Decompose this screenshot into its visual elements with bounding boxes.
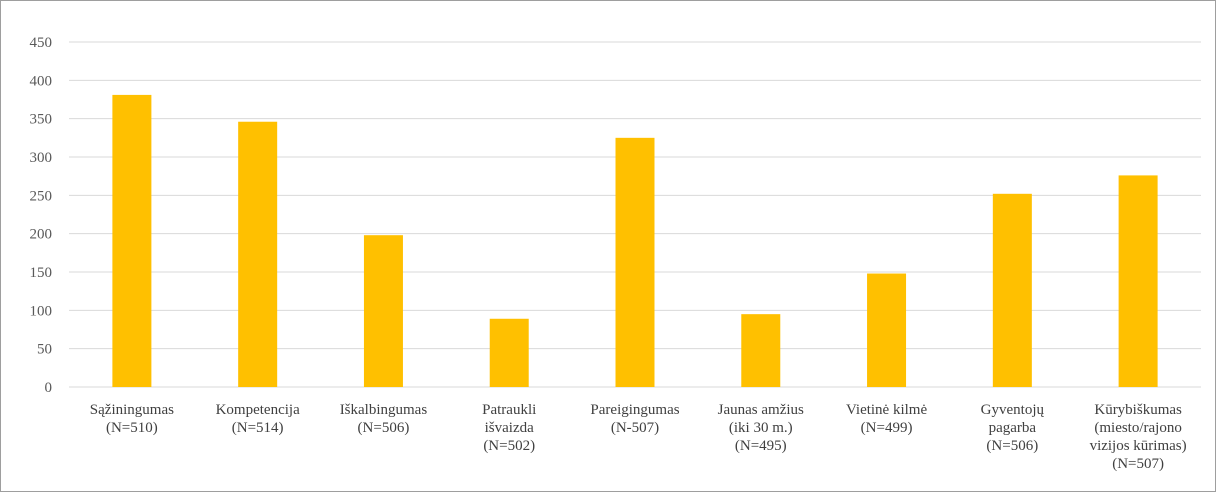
x-category-label-line: Pareigingumas — [590, 402, 679, 418]
x-category-label-line: (N=507) — [1112, 456, 1164, 472]
x-category-label-line: (N-507) — [611, 420, 659, 436]
x-category-label: Kūrybiškumas (miesto/rajono vizijos kūrima… — [1090, 402, 1187, 472]
x-category-label: Gyventojų pagarba (N=506) — [981, 402, 1045, 454]
y-tick-label: 400 — [30, 73, 53, 89]
x-category-label-line: pagarba — [989, 420, 1037, 436]
y-tick-label: 200 — [30, 227, 53, 243]
x-category-label-line: Jaunas amžius — [718, 402, 804, 418]
x-category-label-line: (N=506) — [358, 420, 410, 436]
x-category-label-line: Gyventojų — [981, 402, 1045, 418]
x-category-label: Pareigingumas (N-507) — [590, 402, 679, 436]
x-category-label-line: (iki 30 m.) — [729, 420, 793, 436]
bar — [1118, 175, 1158, 387]
y-tick-label: 100 — [30, 303, 53, 319]
x-category-label-line: (N=510) — [106, 420, 158, 436]
y-tick-label: 150 — [30, 265, 53, 281]
y-tick-label: 350 — [30, 112, 53, 128]
bar — [615, 137, 655, 387]
y-tick-label: 0 — [45, 380, 53, 396]
bar — [867, 273, 907, 387]
x-category-label-line: Iškalbingumas — [340, 402, 428, 418]
x-category-label: Patraukli išvaizda (N=502) — [482, 402, 536, 454]
x-category-label-line: (miesto/rajono — [1094, 420, 1181, 436]
x-category-label-line: vizijos kūrimas) — [1090, 438, 1187, 454]
bar — [363, 235, 403, 387]
y-tick-label: 450 — [30, 35, 53, 51]
x-category-label-line: (N=502) — [483, 438, 535, 454]
x-category-label-line: išvaizda — [485, 420, 534, 436]
x-category-label: Sąžiningumas (N=510) — [90, 402, 174, 436]
x-category-label-line: (N=506) — [986, 438, 1038, 454]
bar — [741, 314, 781, 387]
y-tick-label: 250 — [30, 188, 53, 204]
x-category-label-line: Patraukli — [482, 402, 536, 418]
x-category-label-line: (N=514) — [232, 420, 284, 436]
x-category-label-line: Kompetencija — [216, 402, 300, 418]
bar — [238, 121, 278, 387]
x-category-label: Vietinė kilmė (N=499) — [846, 402, 928, 436]
bar — [112, 94, 152, 388]
x-category-label-line: Sąžiningumas — [90, 402, 174, 418]
bar — [992, 193, 1032, 387]
x-category-label: Iškalbingumas (N=506) — [340, 402, 428, 436]
y-tick-label: 50 — [37, 342, 52, 358]
y-tick-label: 300 — [30, 150, 53, 166]
x-category-label-line: (N=495) — [735, 438, 787, 454]
x-category-label-line: Kūrybiškumas — [1094, 402, 1182, 418]
bar — [489, 318, 529, 387]
x-category-label-line: (N=499) — [861, 420, 913, 436]
x-category-label: Kompetencija (N=514) — [216, 402, 300, 436]
x-category-label-line: Vietinė kilmė — [846, 402, 928, 418]
x-category-label: Jaunas amžius (iki 30 m.) (N=495) — [718, 402, 804, 454]
